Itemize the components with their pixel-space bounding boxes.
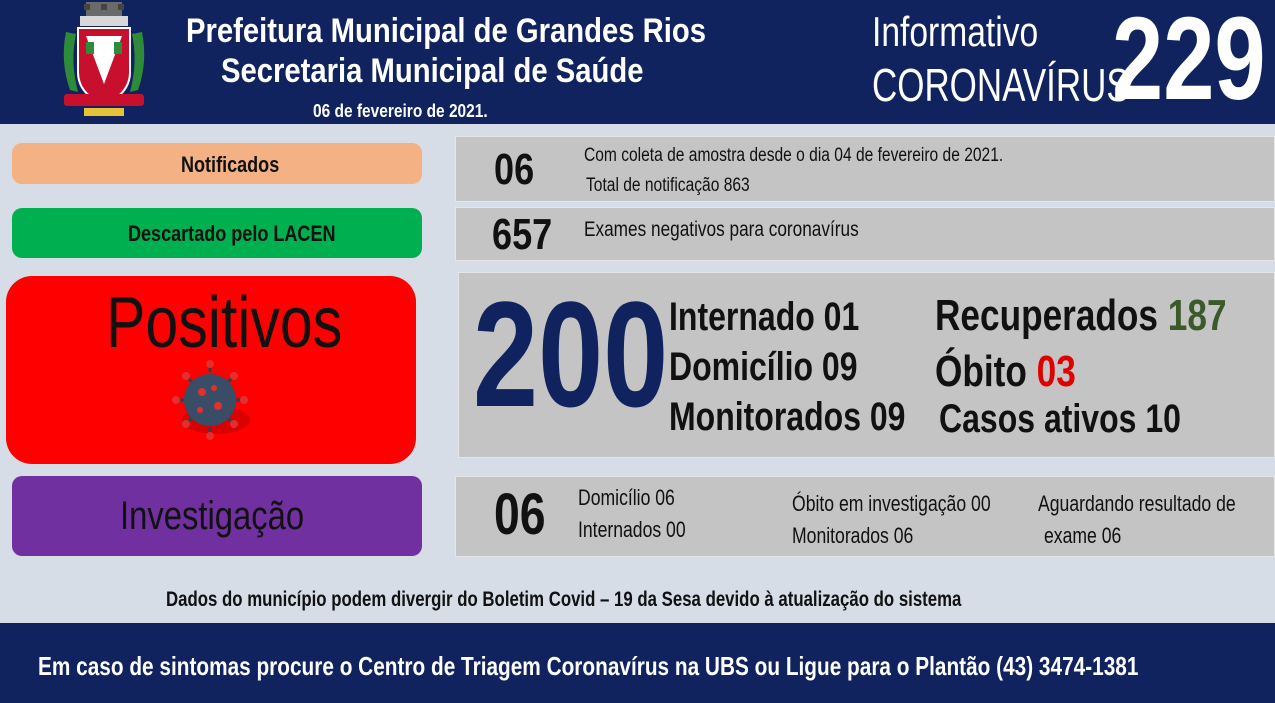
descartado-pill: Descartado pelo LACEN [12, 208, 422, 258]
recuperados-label: Recuperados [935, 291, 1159, 340]
descartado-label: Descartado pelo LACEN [128, 221, 336, 246]
internado-stat: Internado 01 [669, 295, 860, 339]
coronavirus-label: CORONAVÍRUS [872, 59, 1130, 111]
notificados-label: Notificados [181, 152, 280, 177]
casos-ativos-stat: Casos ativos 10 [939, 397, 1181, 441]
notificados-pill: Notificados [12, 143, 422, 184]
bulletin-date: 06 de fevereiro de 2021. [313, 101, 488, 121]
obito-value: 03 [1036, 347, 1076, 396]
obito-label: Óbito [935, 347, 1027, 396]
data-divergence-notice: Dados do município podem divergir do Bol… [166, 588, 962, 611]
coronavirus-icon [172, 360, 250, 440]
recuperados-stat: Recuperados 187 [935, 291, 1227, 341]
bulletin-number: 229 [1112, 0, 1266, 125]
investigacao-pill: Investigação [12, 476, 422, 556]
positivos-panel: 200 Internado 01 Domicílio 09 Monitorado… [458, 272, 1275, 458]
footer-banner: Em caso de sintomas procure o Centro de … [0, 623, 1275, 703]
investigacao-monitorados: Monitorados 06 [792, 523, 914, 548]
notificados-total-text: Total de notificação 863 [586, 175, 750, 196]
descartado-count: 657 [492, 210, 553, 259]
investigacao-panel: 06 Domicílio 06 Internados 00 Óbito em i… [455, 476, 1275, 557]
notificados-panel: 06 Com coleta de amostra desde o dia 04 … [455, 136, 1275, 202]
aguardando-resultado-line1: Aguardando resultado de [1038, 491, 1236, 516]
investigacao-domicilio: Domicílio 06 [578, 485, 675, 510]
investigacao-count: 06 [494, 482, 546, 547]
aguardando-resultado-line2: exame 06 [1044, 523, 1122, 548]
municipality-title: Prefeitura Municipal de Grandes Rios [186, 12, 706, 50]
notificados-collection-text: Com coleta de amostra desde o dia 04 de … [584, 145, 1004, 166]
investigacao-obito: Óbito em investigação 00 [792, 491, 991, 516]
secretariat-title: Secretaria Municipal de Saúde [221, 52, 644, 90]
investigacao-internados: Internados 00 [578, 517, 686, 542]
descartado-panel: 657 Exames negativos para coronavírus [455, 207, 1275, 261]
informativo-label: Informativo [872, 8, 1039, 55]
notificados-count: 06 [494, 145, 535, 194]
footer-contact-text: Em caso de sintomas procure o Centro de … [38, 651, 1139, 681]
positivos-label: Positivos [106, 283, 343, 363]
descartado-text: Exames negativos para coronavírus [584, 218, 859, 241]
obito-stat: Óbito 03 [935, 347, 1076, 397]
municipal-crest-icon [63, 2, 145, 116]
positivos-pill: Positivos [6, 276, 416, 464]
header-banner: Prefeitura Municipal de Grandes Rios Sec… [0, 0, 1275, 124]
domicilio-stat: Domicílio 09 [669, 345, 858, 389]
investigacao-label: Investigação [120, 494, 305, 538]
positivos-count: 200 [473, 270, 669, 438]
recuperados-value: 187 [1167, 291, 1227, 340]
monitorados-stat: Monitorados 09 [669, 395, 906, 439]
